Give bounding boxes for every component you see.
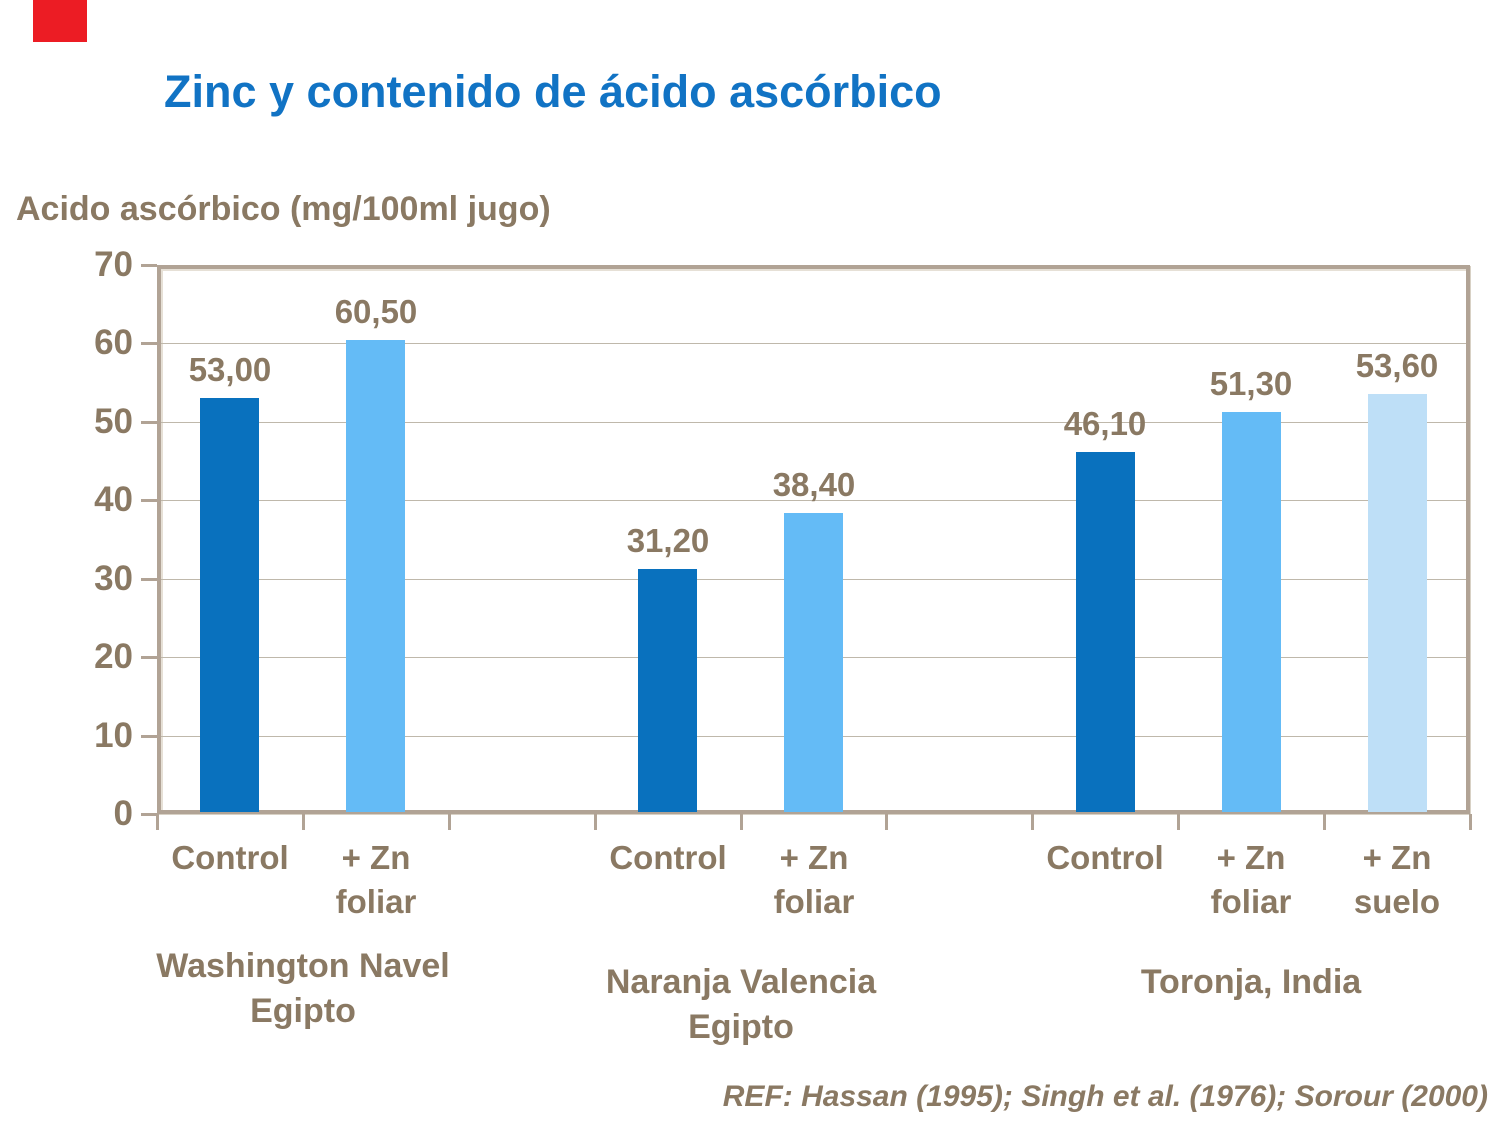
gridline-60: [161, 343, 1466, 344]
y-tick-mark: [141, 421, 157, 424]
bar-zn_foliar: [1222, 412, 1281, 812]
y-tick-mark: [141, 264, 157, 267]
y-tick-mark: [141, 735, 157, 738]
y-tick-label: 40: [94, 480, 133, 519]
x-tick-label: + Zn foliar: [335, 839, 417, 920]
gridline-50: [161, 422, 1466, 423]
y-tick-mark: [141, 656, 157, 659]
x-tick-mark: [885, 814, 888, 830]
y-tick-label: 20: [94, 637, 133, 676]
bar-value-label: 51,30: [1209, 365, 1293, 402]
chart-title: Zinc y contenido de ácido ascórbico: [164, 66, 942, 117]
bar-control: [638, 569, 697, 812]
bar-control: [1076, 452, 1135, 812]
x-tick-mark: [156, 814, 159, 830]
red-corner-accent: [33, 0, 87, 42]
x-tick-mark: [740, 814, 743, 830]
bar-control: [200, 398, 259, 812]
bar-value-label: 31,20: [626, 522, 710, 559]
y-tick-label: 70: [94, 245, 133, 284]
x-tick-mark: [1469, 814, 1472, 830]
bar-value-label: 38,40: [772, 466, 856, 503]
bar-value-label: 46,10: [1063, 405, 1147, 442]
y-tick-mark: [141, 499, 157, 502]
bar-value-label: 53,60: [1355, 347, 1439, 384]
bar-value-label: 60,50: [334, 293, 418, 330]
gridline-40: [161, 500, 1466, 501]
x-tick-label: Control: [609, 839, 727, 876]
y-tick-label: 60: [94, 323, 133, 362]
y-tick-label: 0: [113, 794, 133, 833]
x-tick-mark: [448, 814, 451, 830]
bar-zn_foliar: [346, 340, 405, 812]
y-tick-label: 50: [94, 402, 133, 441]
group-label: Naranja Valencia Egipto: [605, 963, 877, 1046]
x-tick-label: Control: [1046, 839, 1164, 876]
x-tick-mark: [594, 814, 597, 830]
x-tick-mark: [302, 814, 305, 830]
x-tick-label: + Zn suelo: [1353, 839, 1441, 920]
bar-zn_suelo: [1368, 394, 1427, 812]
y-tick-label: 10: [94, 716, 133, 755]
group-label: Toronja, India: [1140, 963, 1362, 1001]
y-axis-title: Acido ascórbico (mg/100ml jugo): [16, 190, 551, 228]
x-tick-mark: [1177, 814, 1180, 830]
y-tick-mark: [141, 813, 157, 816]
y-tick-label: 30: [94, 559, 133, 598]
x-tick-label: + Zn foliar: [1210, 839, 1292, 920]
x-tick-mark: [1031, 814, 1034, 830]
x-tick-mark: [1323, 814, 1326, 830]
bar-value-label: 53,00: [188, 351, 272, 388]
reference-footnote: REF: Hassan (1995); Singh et al. (1976);…: [722, 1080, 1488, 1113]
x-tick-label: Control: [171, 839, 289, 876]
y-tick-mark: [141, 342, 157, 345]
x-tick-label: + Zn foliar: [773, 839, 855, 920]
bar-zn_foliar: [784, 513, 843, 812]
y-tick-mark: [141, 578, 157, 581]
group-label: Washington Navel Egipto: [156, 947, 450, 1030]
